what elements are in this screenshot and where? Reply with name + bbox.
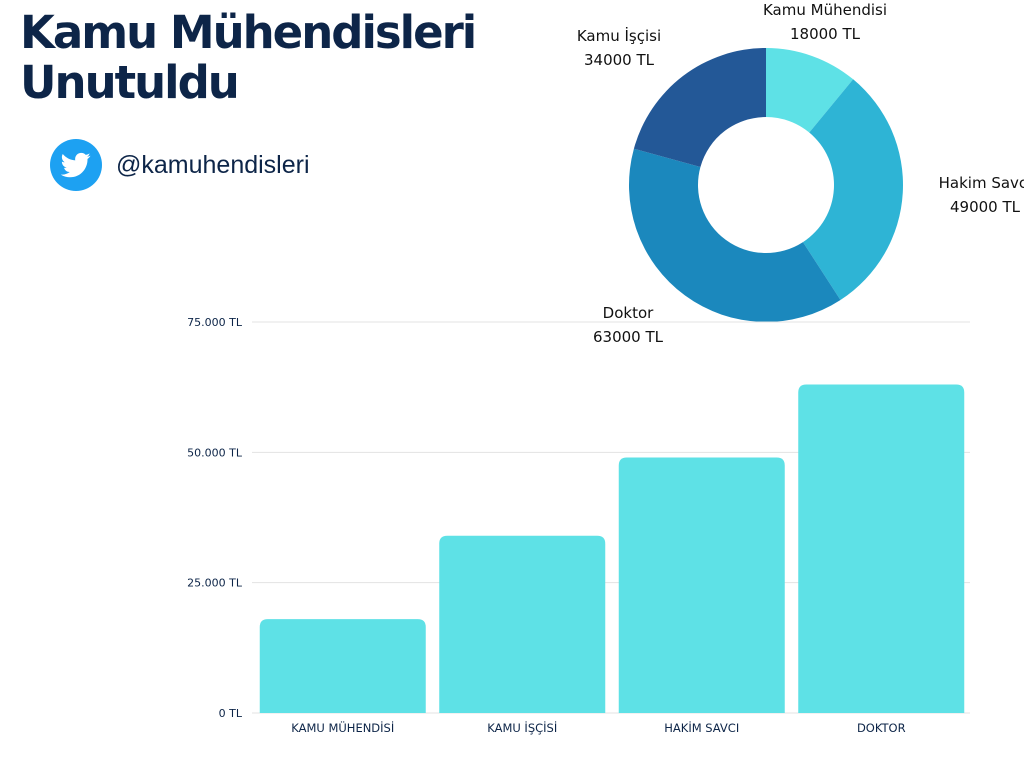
donut-slice: [766, 48, 854, 133]
y-tick-label: 75.000 TL: [187, 316, 243, 329]
bar: [798, 384, 965, 713]
donut-category-label: Doktor: [603, 304, 654, 322]
twitter-handle: @kamuhendisleri: [116, 150, 310, 179]
donut-value-label: 34000 TL: [584, 51, 655, 69]
donut-value-label: 49000 TL: [950, 198, 1021, 216]
y-tick-label: 25.000 TL: [187, 577, 243, 590]
twitter-bird-icon: [50, 139, 102, 191]
title-line-2: Unutuldu: [20, 56, 240, 109]
page-title: Kamu Mühendisleri Unutuldu: [20, 6, 477, 109]
donut-category-label: Hakim Savcı: [939, 174, 1024, 192]
donut-value-label: 18000 TL: [790, 25, 861, 43]
donut-category-label: Kamu Mühendisi: [763, 1, 887, 19]
donut-category-label: Kamu İşçisi: [577, 26, 661, 45]
donut-slice: [629, 148, 841, 323]
x-tick-label: HAKİM SAVCI: [664, 720, 739, 735]
bar: [259, 619, 426, 713]
donut-chart: Kamu Mühendisi 18000 TL Hakim Savcı 49000 T…: [577, 1, 1024, 346]
bar-chart: 0 TL 25.000 TL 50.000 TL 75.000 TL KAMU MÜHE…: [187, 316, 970, 735]
donut-value-label: 63000 TL: [593, 328, 664, 346]
social-handle: @kamuhendisleri: [50, 139, 310, 191]
bar: [439, 535, 606, 713]
bar: [618, 457, 785, 713]
x-tick-label: KAMU İŞÇİSİ: [487, 720, 557, 735]
x-tick-label: KAMU MÜHENDİSİ: [291, 719, 394, 735]
y-tick-label: 0 TL: [219, 707, 243, 720]
x-tick-label: DOKTOR: [857, 721, 906, 735]
title-line-1: Kamu Mühendisleri: [20, 6, 477, 59]
donut-slice: [633, 48, 766, 167]
y-tick-label: 50.000 TL: [187, 446, 243, 459]
donut-slice: [802, 79, 903, 300]
